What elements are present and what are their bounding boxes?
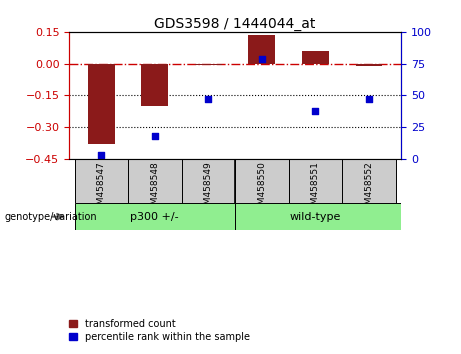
Bar: [302, 51, 329, 64]
Bar: [182, 159, 235, 203]
Text: GSM458547: GSM458547: [97, 161, 106, 216]
Bar: [142, 64, 168, 106]
Point: [312, 108, 319, 114]
Legend: transformed count, percentile rank within the sample: transformed count, percentile rank withi…: [70, 319, 250, 342]
Bar: [289, 159, 342, 203]
Text: GSM458550: GSM458550: [257, 161, 266, 216]
Point: [258, 56, 266, 61]
Bar: [235, 203, 401, 230]
Bar: [235, 159, 289, 203]
Bar: [248, 35, 275, 64]
Text: genotype/variation: genotype/variation: [5, 212, 97, 222]
Text: GSM458548: GSM458548: [150, 161, 160, 216]
Point: [365, 97, 372, 102]
Text: wild-type: wild-type: [290, 212, 341, 222]
Bar: [75, 159, 128, 203]
Bar: [342, 159, 396, 203]
Text: GSM458549: GSM458549: [204, 161, 213, 216]
Point: [151, 133, 159, 139]
Text: GSM458552: GSM458552: [365, 161, 373, 216]
Bar: [128, 159, 182, 203]
Title: GDS3598 / 1444044_at: GDS3598 / 1444044_at: [154, 17, 316, 31]
Point: [98, 153, 105, 158]
Bar: [75, 203, 235, 230]
Bar: [195, 64, 222, 65]
Text: GSM458551: GSM458551: [311, 161, 320, 216]
Text: p300 +/-: p300 +/-: [130, 212, 179, 222]
Bar: [355, 64, 382, 66]
Bar: [88, 64, 115, 144]
Point: [205, 97, 212, 102]
